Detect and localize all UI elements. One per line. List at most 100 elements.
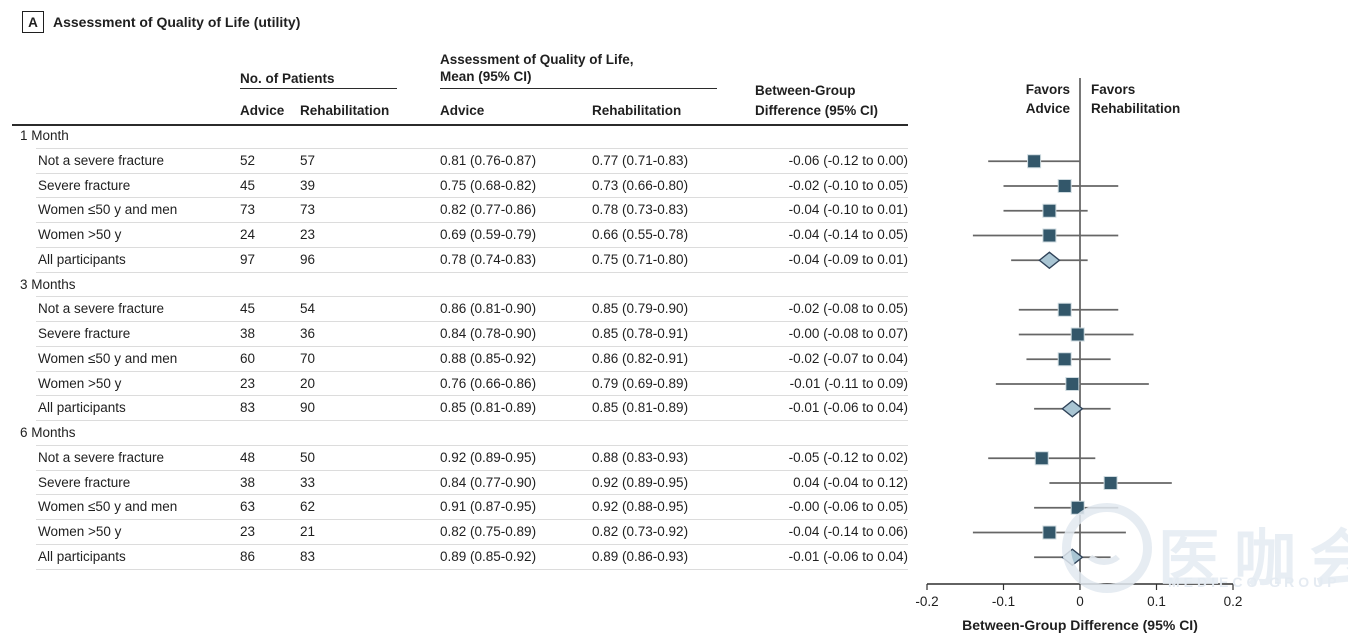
forest-square-marker (1034, 451, 1049, 466)
cell-n-advice: 60 (240, 350, 256, 366)
row-label: Women ≤50 y and men (38, 499, 178, 515)
colgroup-qol-line1: Assessment of Quality of Life, (440, 52, 634, 67)
colgroup-qol-line2: Mean (95% CI) (440, 69, 532, 84)
cell-mean-advice: 0.89 (0.85-0.92) (440, 548, 537, 564)
row-separator (36, 370, 908, 372)
panel-letter-badge: A (22, 11, 44, 33)
cell-between-group-difference: 0.04 (-0.04 to 0.12) (793, 474, 908, 490)
x-axis-tick-label: 0.1 (1147, 594, 1166, 609)
cell-n-advice: 45 (240, 177, 256, 193)
cell-n-advice: 23 (240, 524, 256, 540)
forest-square-marker (1057, 179, 1072, 193)
colhead-between-group-line1: Between-Group (755, 83, 856, 98)
cell-between-group-difference: -0.04 (-0.14 to 0.05) (788, 227, 908, 243)
forest-diamond-marker (1061, 399, 1084, 418)
table-row: All participants 97 96 0.78 (0.74-0.83) 0.75… (0, 248, 908, 273)
cell-n-advice: 48 (240, 449, 256, 465)
cell-n-advice: 38 (240, 326, 256, 342)
cell-n-advice: 73 (240, 202, 256, 218)
cell-n-rehabilitation: 96 (300, 251, 316, 267)
row-separator (36, 296, 908, 298)
row-separator (36, 147, 908, 149)
section-row: 3 Months (0, 273, 908, 298)
cell-between-group-difference: -0.00 (-0.08 to 0.07) (788, 326, 908, 342)
subhead-patients-advice: Advice (240, 103, 285, 118)
cell-n-advice: 63 (240, 499, 256, 515)
cell-between-group-difference: -0.01 (-0.06 to 0.04) (788, 548, 908, 564)
subhead-patients-rehabilitation: Rehabilitation (300, 103, 390, 118)
row-separator (36, 222, 908, 224)
cell-n-rehabilitation: 50 (300, 449, 316, 465)
cell-n-advice: 97 (240, 251, 256, 267)
row-separator (36, 197, 908, 199)
table-row: Not a severe fracture 48 50 0.92 (0.89-0.95… (0, 446, 908, 471)
table-body: 1 Month Not a severe fracture 52 57 0.81 (0.… (0, 124, 908, 570)
x-axis-tick-label: -0.2 (915, 594, 938, 609)
cell-between-group-difference: -0.02 (-0.10 to 0.05) (788, 177, 908, 193)
table-header-rule (12, 124, 908, 126)
row-label: Not a severe fracture (38, 301, 165, 317)
cell-mean-advice: 0.78 (0.74-0.83) (440, 251, 537, 267)
row-label: Severe fracture (38, 177, 131, 193)
x-axis-tick-label: -0.1 (992, 594, 1015, 609)
panel-title: Assessment of Quality of Life (utility) (53, 14, 301, 30)
cell-mean-advice: 0.84 (0.77-0.90) (440, 474, 537, 490)
colgroup-no-of-patients: No. of Patients (240, 71, 335, 86)
row-label: Women >50 y (38, 524, 122, 540)
table-row: Severe fracture 45 39 0.75 (0.68-0.82) 0.73 … (0, 174, 908, 199)
forest-square-marker (1042, 203, 1057, 218)
cell-mean-advice: 0.88 (0.85-0.92) (440, 350, 537, 366)
table-row: Women ≤50 y and men 73 73 0.82 (0.77-0.86) 0… (0, 198, 908, 224)
cell-mean-rehabilitation: 0.92 (0.88-0.95) (592, 499, 689, 515)
cell-mean-advice: 0.91 (0.87-0.95) (440, 499, 537, 515)
favors-advice-line1: Favors (1026, 82, 1070, 97)
cell-n-rehabilitation: 39 (300, 177, 316, 193)
table-row: Women >50 y 23 20 0.76 (0.66-0.86) 0.79 (0.6… (0, 372, 908, 397)
table-row: Severe fracture 38 33 0.84 (0.77-0.90) 0.92 … (0, 471, 908, 496)
row-separator (36, 543, 908, 545)
row-separator (36, 469, 908, 471)
section-row: 1 Month (0, 124, 908, 149)
row-label: All participants (38, 251, 126, 267)
forest-square-marker (1027, 154, 1042, 169)
x-axis: -0.2 -0.1 0 0.1 0.2 (915, 583, 1242, 609)
subhead-mean-rehabilitation: Rehabilitation (592, 103, 682, 118)
table-row: All participants 86 83 0.89 (0.85-0.92) 0.89… (0, 545, 908, 570)
row-label: Women >50 y (38, 227, 122, 243)
forest-rows (972, 154, 1172, 567)
cell-mean-advice: 0.69 (0.59-0.79) (440, 227, 537, 243)
x-axis-tick-label: 0 (1076, 594, 1084, 609)
row-separator (36, 444, 908, 446)
cell-n-rehabilitation: 90 (300, 400, 316, 416)
cell-mean-advice: 0.86 (0.81-0.90) (440, 301, 537, 317)
cell-mean-rehabilitation: 0.85 (0.79-0.90) (592, 301, 689, 317)
colhead-between-group-line2: Difference (95% CI) (755, 103, 879, 118)
cell-mean-rehabilitation: 0.77 (0.71-0.83) (592, 152, 689, 168)
underline-qol (440, 88, 717, 89)
cell-mean-advice: 0.81 (0.76-0.87) (440, 152, 537, 168)
row-label: Severe fracture (38, 326, 131, 342)
favors-advice-line2: Advice (1026, 101, 1071, 116)
forest-square-marker (1070, 327, 1085, 342)
cell-n-rehabilitation: 83 (300, 548, 316, 564)
cell-mean-rehabilitation: 0.66 (0.55-0.78) (592, 227, 689, 243)
cell-n-rehabilitation: 36 (300, 326, 316, 342)
row-separator (36, 172, 908, 174)
cell-n-advice: 24 (240, 227, 256, 243)
forest-square-marker (1042, 228, 1057, 243)
row-label: Women ≤50 y and men (38, 202, 178, 218)
cell-mean-advice: 0.82 (0.75-0.89) (440, 524, 537, 540)
subhead-mean-advice: Advice (440, 103, 485, 118)
cell-between-group-difference: -0.06 (-0.12 to 0.00) (788, 152, 908, 168)
cell-mean-advice: 0.85 (0.81-0.89) (440, 400, 537, 416)
row-separator (36, 321, 908, 323)
cell-mean-rehabilitation: 0.75 (0.71-0.80) (592, 251, 689, 267)
table-row: Not a severe fracture 52 57 0.81 (0.76-0.87… (0, 149, 908, 174)
cell-between-group-difference: -0.04 (-0.09 to 0.01) (788, 251, 908, 267)
cell-n-rehabilitation: 73 (300, 202, 316, 218)
underline-no-of-patients (240, 88, 397, 89)
table-row: Severe fracture 38 36 0.84 (0.78-0.90) 0.85 … (0, 322, 908, 347)
row-label: Not a severe fracture (38, 449, 165, 465)
row-label: Women >50 y (38, 375, 122, 391)
